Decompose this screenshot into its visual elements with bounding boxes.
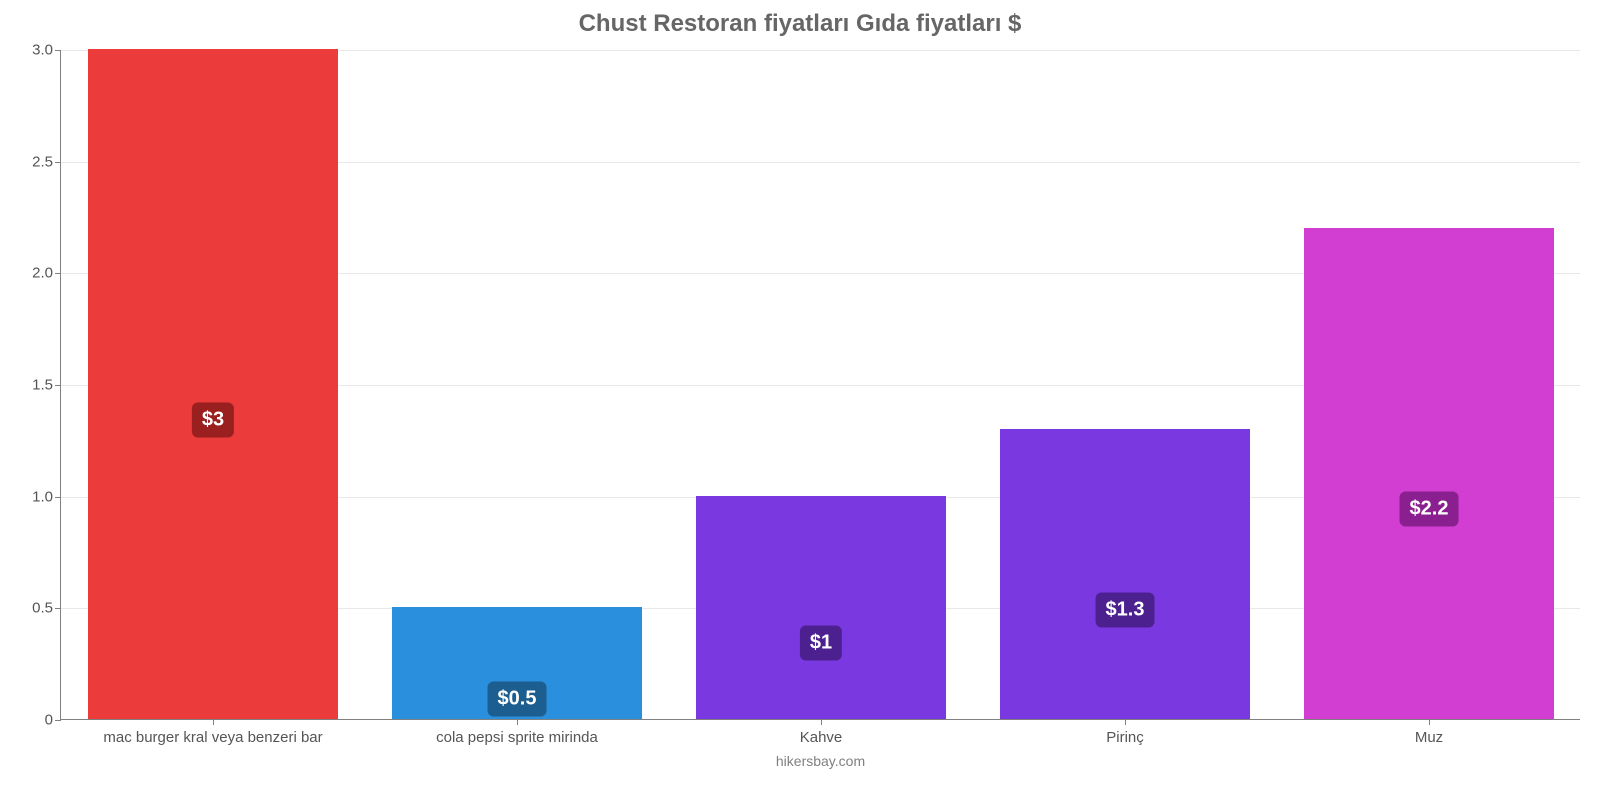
- ytick-label: 3.0: [32, 42, 61, 59]
- bar-chart: Chust Restoran fiyatları Gıda fiyatları …: [0, 0, 1600, 800]
- ytick-label: 1.0: [32, 488, 61, 505]
- bar-value-label: $1.3: [1096, 592, 1155, 627]
- bar-value-label: $3: [192, 403, 234, 438]
- ytick-label: 1.5: [32, 377, 61, 394]
- bar: [1000, 429, 1249, 719]
- bar: [88, 49, 337, 719]
- bar: [696, 496, 945, 719]
- bar-value-label: $0.5: [488, 682, 547, 717]
- ytick-label: 0: [45, 712, 61, 729]
- ytick-label: 0.5: [32, 600, 61, 617]
- chart-footer: hikersbay.com: [61, 719, 1580, 769]
- bar-value-label: $2.2: [1400, 492, 1459, 527]
- chart-title: Chust Restoran fiyatları Gıda fiyatları …: [0, 10, 1600, 38]
- ytick-label: 2.0: [32, 265, 61, 282]
- ytick-label: 2.5: [32, 153, 61, 170]
- bar-value-label: $1: [800, 626, 842, 661]
- bar: [1304, 228, 1553, 719]
- plot-area: 00.51.01.52.02.53.0$3mac burger kral vey…: [60, 50, 1580, 720]
